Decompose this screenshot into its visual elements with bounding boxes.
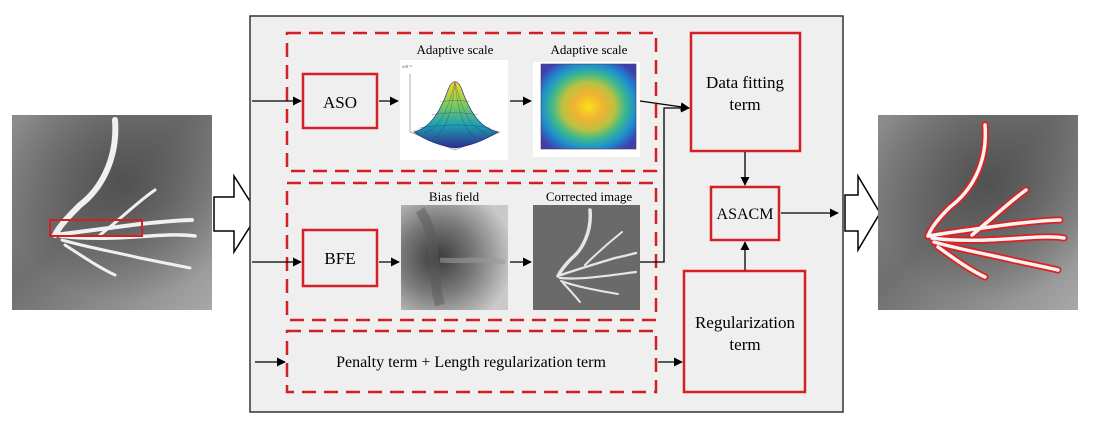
asacm-label: ASACM — [717, 206, 774, 223]
bias-field-title: Bias field — [429, 189, 480, 204]
output-hollow-arrow — [844, 173, 881, 253]
penalty-group — [285, 329, 658, 394]
bfe-block — [301, 228, 379, 288]
data-fitting-label-line2: term — [729, 95, 760, 114]
corrected-image — [533, 205, 640, 310]
regularization-label-line2: term — [729, 335, 760, 354]
arrow-corrected-to-data-fitting — [640, 103, 690, 263]
regularization-block — [682, 269, 807, 394]
input-angiogram-image — [12, 115, 212, 310]
aso-block — [301, 72, 379, 130]
bias-field-image — [401, 205, 508, 310]
heatmap-image — [533, 62, 640, 157]
roi-box — [49, 219, 143, 237]
input-hollow-arrow — [213, 173, 259, 255]
adaptive-scale-group — [285, 31, 658, 173]
heatmap-title: Adaptive scale — [551, 42, 628, 57]
penalty-label: Penalty term + Length regularization ter… — [336, 354, 606, 371]
surface-plot-title: Adaptive scale — [417, 42, 494, 57]
bfe-label: BFE — [324, 249, 355, 268]
svg-text:x10⁻⁴: x10⁻⁴ — [402, 64, 412, 69]
data-fitting-block — [689, 31, 802, 153]
flow-arrows — [252, 96, 839, 367]
aso-label: ASO — [323, 93, 357, 112]
regularization-label-line1: Regularization — [695, 313, 796, 332]
output-segmentation-image — [878, 115, 1078, 310]
data-fitting-label-line1: Data fitting — [706, 73, 784, 92]
corrected-image-title: Corrected image — [546, 189, 632, 204]
bias-field-group — [285, 181, 658, 322]
surface-plot-image: x10⁻⁴ — [400, 60, 508, 160]
asacm-block — [709, 185, 781, 242]
